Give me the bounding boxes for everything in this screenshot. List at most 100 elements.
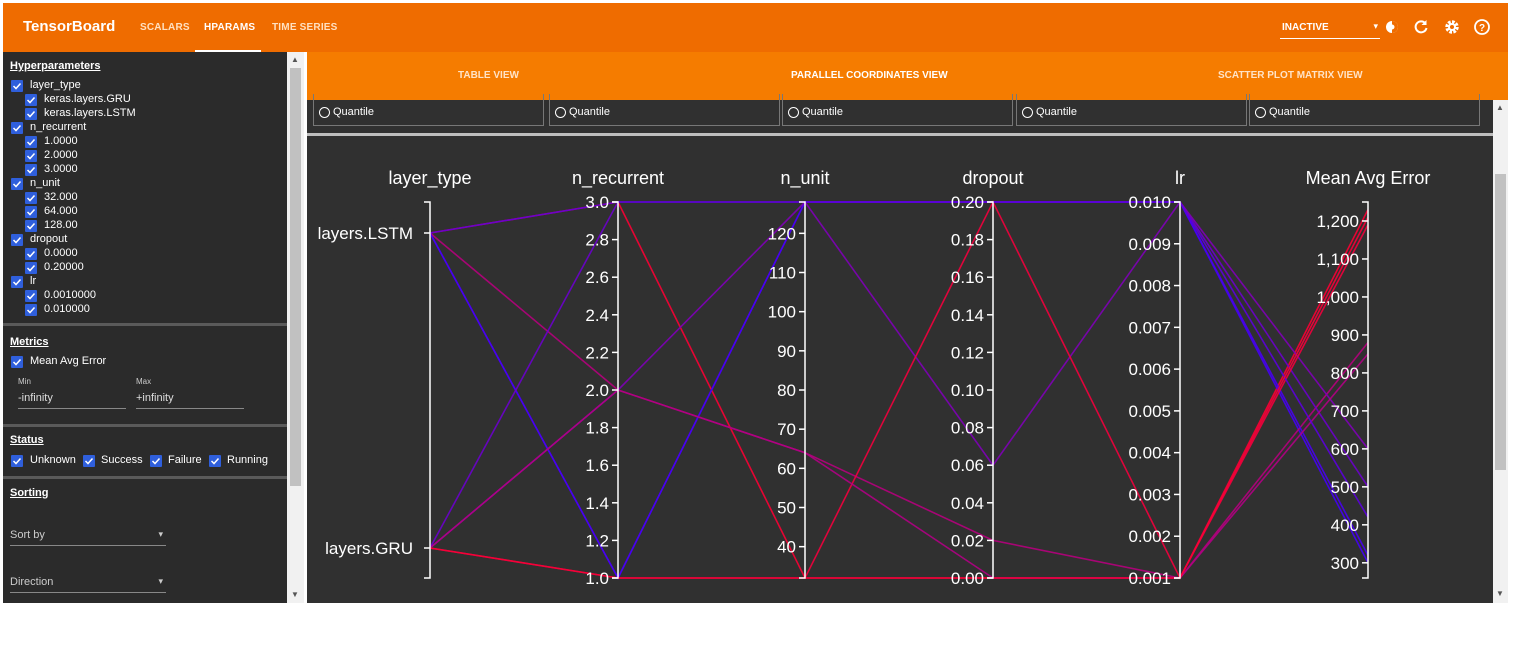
chevron-down-icon: ▾: [158, 529, 163, 539]
chevron-down-icon: ▾: [1373, 21, 1378, 31]
scale-options-lr: Quantile: [1249, 94, 1480, 126]
hparam-value-checkbox[interactable]: [25, 136, 37, 148]
tab-table-view[interactable]: TABLE VIEW: [458, 70, 519, 81]
parallel-coordinates-panel: Quantile Quantile Quantile Quantile Quan…: [307, 94, 1493, 603]
max-input[interactable]: +infinity: [136, 392, 244, 409]
sort-by-select[interactable]: Sort by ▾: [10, 529, 166, 546]
hparam-checkbox-layer_type[interactable]: [11, 80, 23, 92]
quantile-radio[interactable]: [319, 107, 330, 118]
quantile-radio[interactable]: [1022, 107, 1033, 118]
tick-label: 0.16: [951, 268, 984, 287]
tab-time-series[interactable]: TIME SERIES: [272, 22, 338, 33]
tick-label: 800: [1331, 364, 1359, 383]
tick-label: 50: [777, 499, 796, 518]
scroll-down-icon[interactable]: ▼: [1496, 589, 1504, 598]
tab-hparams[interactable]: HPARAMS: [204, 22, 256, 33]
hparam-value-checkbox[interactable]: [25, 150, 37, 162]
axis-scale-options: Quantile Quantile Quantile Quantile Quan…: [307, 94, 1493, 133]
brightness-icon[interactable]: [1382, 17, 1402, 37]
quantile-label: Quantile: [1269, 106, 1310, 118]
tick-label: 120: [768, 224, 796, 243]
axis-title: lr: [1175, 168, 1185, 188]
quantile-label: Quantile: [333, 106, 374, 118]
hparam-checkbox-n_recurrent[interactable]: [11, 122, 23, 134]
status-unknown-checkbox[interactable]: [11, 455, 23, 467]
tick-label: 110: [769, 264, 796, 283]
tab-scalars[interactable]: SCALARS: [140, 22, 190, 33]
tick-label: 2.4: [585, 306, 609, 325]
hparam-value-checkbox[interactable]: [25, 248, 37, 260]
tick-label: 1.6: [585, 456, 609, 475]
metric-checkbox[interactable]: [11, 356, 23, 368]
hparam-value-checkbox[interactable]: [25, 206, 37, 218]
run-selector[interactable]: INACTIVE ▾: [1280, 20, 1380, 39]
hparam-value-checkbox[interactable]: [25, 262, 37, 274]
quantile-radio[interactable]: [555, 107, 566, 118]
axis-title: n_unit: [780, 168, 829, 189]
direction-select[interactable]: Direction ▾: [10, 576, 166, 593]
scroll-up-icon[interactable]: ▲: [1496, 103, 1504, 112]
tick-label: 70: [777, 420, 796, 439]
hparam-value-label: 0.20000: [44, 261, 84, 273]
scroll-down-icon[interactable]: ▼: [291, 590, 299, 599]
quantile-radio[interactable]: [1255, 107, 1266, 118]
settings-icon[interactable]: [1442, 17, 1462, 37]
hparam-checkbox-dropout[interactable]: [11, 234, 23, 246]
status-success-checkbox[interactable]: [83, 455, 95, 467]
tick-label: 1.0: [585, 569, 609, 588]
sidebar-scroll-thumb[interactable]: [290, 68, 301, 486]
hparam-value-label: 32.000: [44, 191, 78, 203]
tick-label: 700: [1331, 402, 1359, 421]
hparam-checkbox-n_unit[interactable]: [11, 178, 23, 190]
tick-label: 500: [1331, 478, 1359, 497]
tick-label: 600: [1331, 440, 1359, 459]
hparam-value-label: keras.layers.GRU: [44, 93, 131, 105]
divider: [3, 424, 287, 427]
status-failure-label: Failure: [168, 454, 202, 466]
refresh-icon[interactable]: [1411, 17, 1431, 37]
axis-line: [1362, 201, 1369, 579]
divider: [3, 323, 287, 326]
metric-label: Mean Avg Error: [30, 355, 107, 367]
app-title: TensorBoard: [23, 18, 116, 35]
min-input[interactable]: -infinity: [18, 392, 126, 409]
hparam-checkbox-lr[interactable]: [11, 276, 23, 288]
status-running-checkbox[interactable]: [209, 455, 221, 467]
hparam-value-checkbox[interactable]: [25, 164, 37, 176]
hparam-value-checkbox[interactable]: [25, 220, 37, 232]
hparam-value-checkbox[interactable]: [25, 192, 37, 204]
tick-label: 80: [777, 381, 796, 400]
tick-label: 0.12: [951, 343, 984, 362]
hparam-value-checkbox[interactable]: [25, 108, 37, 120]
status-title: Status: [10, 434, 44, 446]
scroll-up-icon[interactable]: ▲: [291, 55, 299, 64]
quantile-radio[interactable]: [788, 107, 799, 118]
hparams-view-tabs: TABLE VIEW PARALLEL COORDINATES VIEW SCA…: [307, 52, 1508, 100]
sidebar-scrollbar[interactable]: ▲ ▼: [287, 52, 304, 603]
status-failure-checkbox[interactable]: [150, 455, 162, 467]
hparam-value-checkbox[interactable]: [25, 94, 37, 106]
hparam-value-checkbox[interactable]: [25, 304, 37, 316]
main-scrollbar[interactable]: ▲ ▼: [1493, 100, 1508, 603]
tick-label: 0.002: [1128, 527, 1171, 546]
hparam-value-label: 64.000: [44, 205, 78, 217]
tick-label: 1,000: [1316, 288, 1359, 307]
tab-scatter-plot-matrix-view[interactable]: SCATTER PLOT MATRIX VIEW: [1218, 70, 1363, 81]
hparam-value-checkbox[interactable]: [25, 290, 37, 302]
parallel-coordinates-plot[interactable]: layer_type layers.GRU layers.LSTM n_recurre…: [307, 136, 1493, 603]
tick-label: 0.004: [1128, 444, 1171, 463]
tab-parallel-coordinates-view[interactable]: PARALLEL COORDINATES VIEW: [791, 70, 948, 81]
quantile-label: Quantile: [1036, 106, 1077, 118]
tick-label: 0.10: [951, 381, 984, 400]
help-icon[interactable]: ?: [1472, 17, 1492, 37]
tick-label: 0.18: [951, 231, 984, 250]
tick-label: 0.001: [1128, 569, 1171, 588]
tick-label: 0.02: [951, 531, 984, 550]
main-scroll-thumb[interactable]: [1495, 174, 1506, 470]
direction-label: Direction: [10, 576, 54, 588]
hyperparameters-title: Hyperparameters: [10, 60, 101, 72]
tick-label: 3.0: [585, 193, 609, 212]
tick-label: 1,200: [1316, 212, 1359, 231]
tick-label: 2.6: [585, 268, 609, 287]
tick-label: 40: [777, 538, 796, 557]
